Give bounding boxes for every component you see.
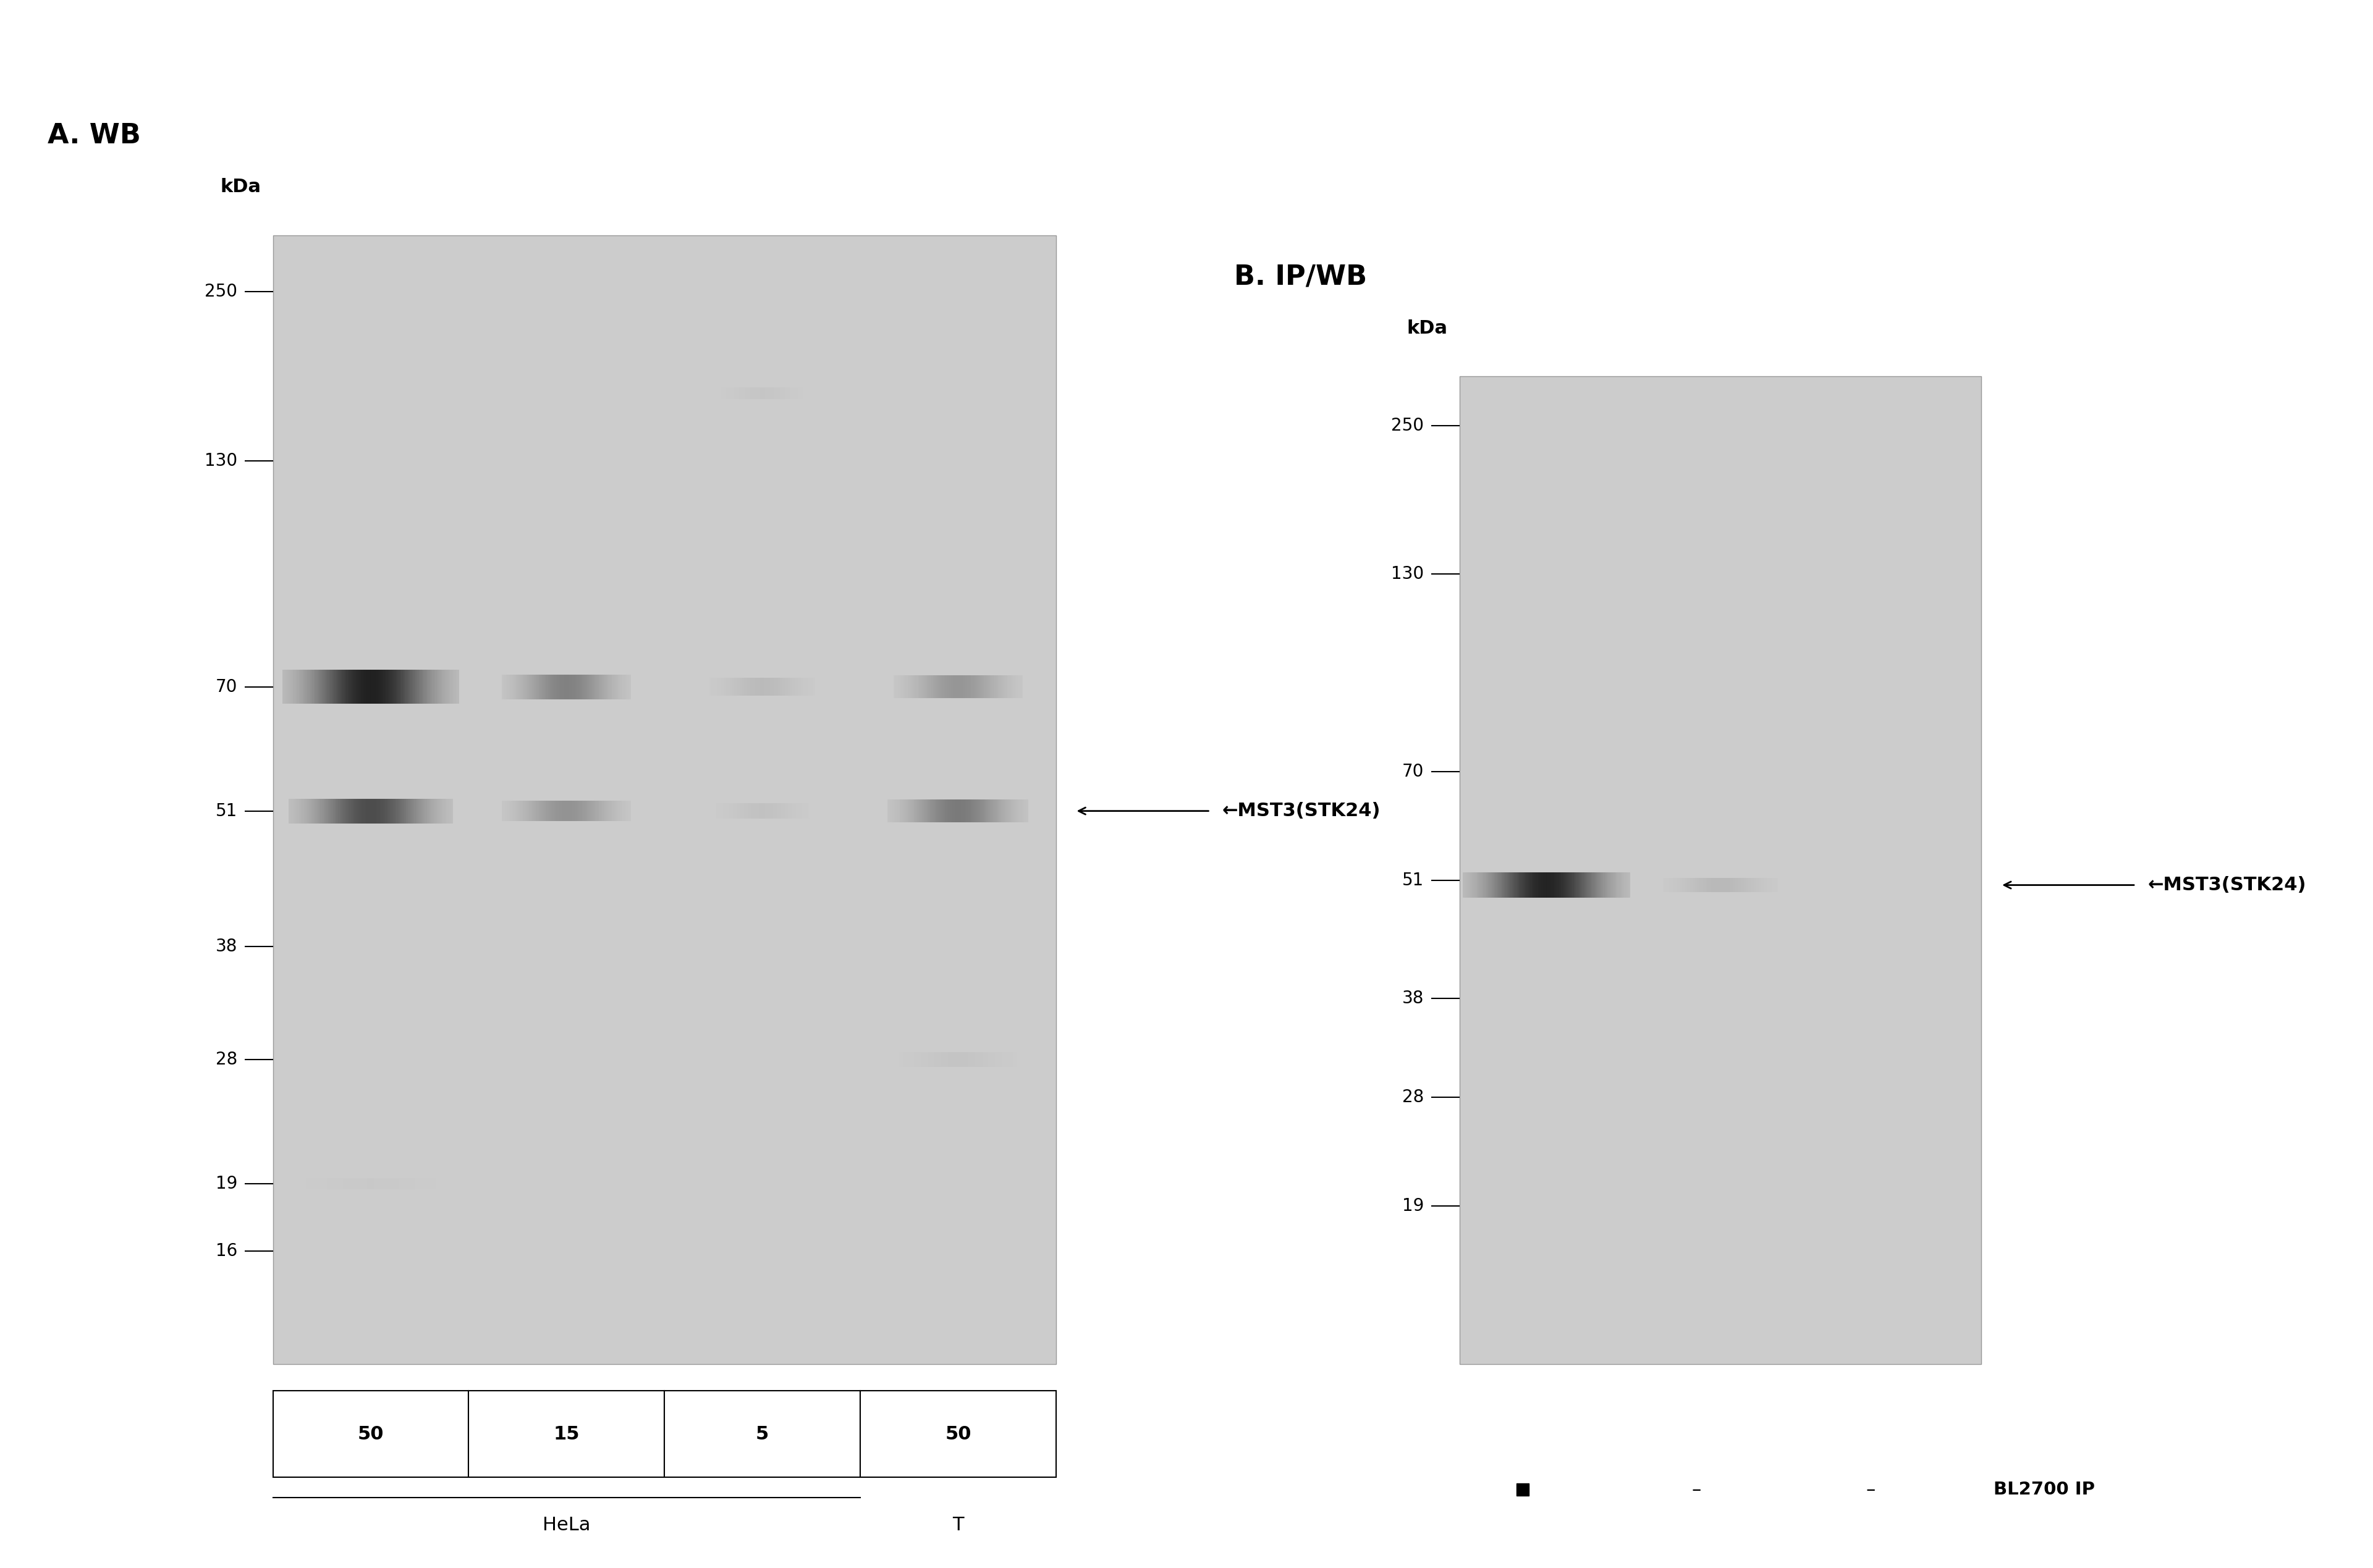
Text: 250: 250 (1391, 417, 1424, 434)
Text: 51: 51 (216, 803, 237, 820)
Text: 70: 70 (216, 677, 237, 696)
Text: 250: 250 (204, 282, 237, 301)
Text: HeLa: HeLa (543, 1516, 591, 1534)
Text: 5: 5 (755, 1425, 769, 1443)
Text: –: – (1865, 1480, 1875, 1499)
Text: kDa: kDa (1407, 320, 1448, 337)
Text: A. WB: A. WB (47, 122, 140, 149)
Text: 50: 50 (358, 1425, 384, 1443)
Text: 28: 28 (216, 1051, 237, 1068)
Bar (273, 235, 1056, 1364)
Text: 28: 28 (1402, 1088, 1424, 1105)
Bar (273, 1391, 470, 1477)
Text: B. IP/WB: B. IP/WB (1234, 263, 1367, 290)
Text: 15: 15 (553, 1425, 579, 1443)
Bar (859, 1391, 1056, 1477)
Text: 130: 130 (1391, 564, 1424, 583)
Text: ←MST3(STK24): ←MST3(STK24) (2148, 877, 2307, 894)
Bar (470, 1391, 664, 1477)
Text: 19: 19 (1402, 1198, 1424, 1215)
Text: 130: 130 (204, 452, 237, 470)
Text: 51: 51 (1402, 872, 1424, 889)
Text: 19: 19 (216, 1174, 237, 1192)
Text: 70: 70 (1402, 762, 1424, 781)
Bar (1459, 376, 1981, 1364)
Text: BL2700 IP: BL2700 IP (1993, 1480, 2095, 1499)
Text: kDa: kDa (221, 179, 261, 196)
Text: 38: 38 (1402, 989, 1424, 1007)
Bar (664, 1391, 859, 1477)
Text: 16: 16 (216, 1242, 237, 1261)
Text: ←MST3(STK24): ←MST3(STK24) (1222, 801, 1381, 820)
Text: 38: 38 (216, 938, 237, 955)
Text: 50: 50 (944, 1425, 971, 1443)
Text: –: – (1692, 1480, 1701, 1499)
Text: T: T (952, 1516, 963, 1534)
